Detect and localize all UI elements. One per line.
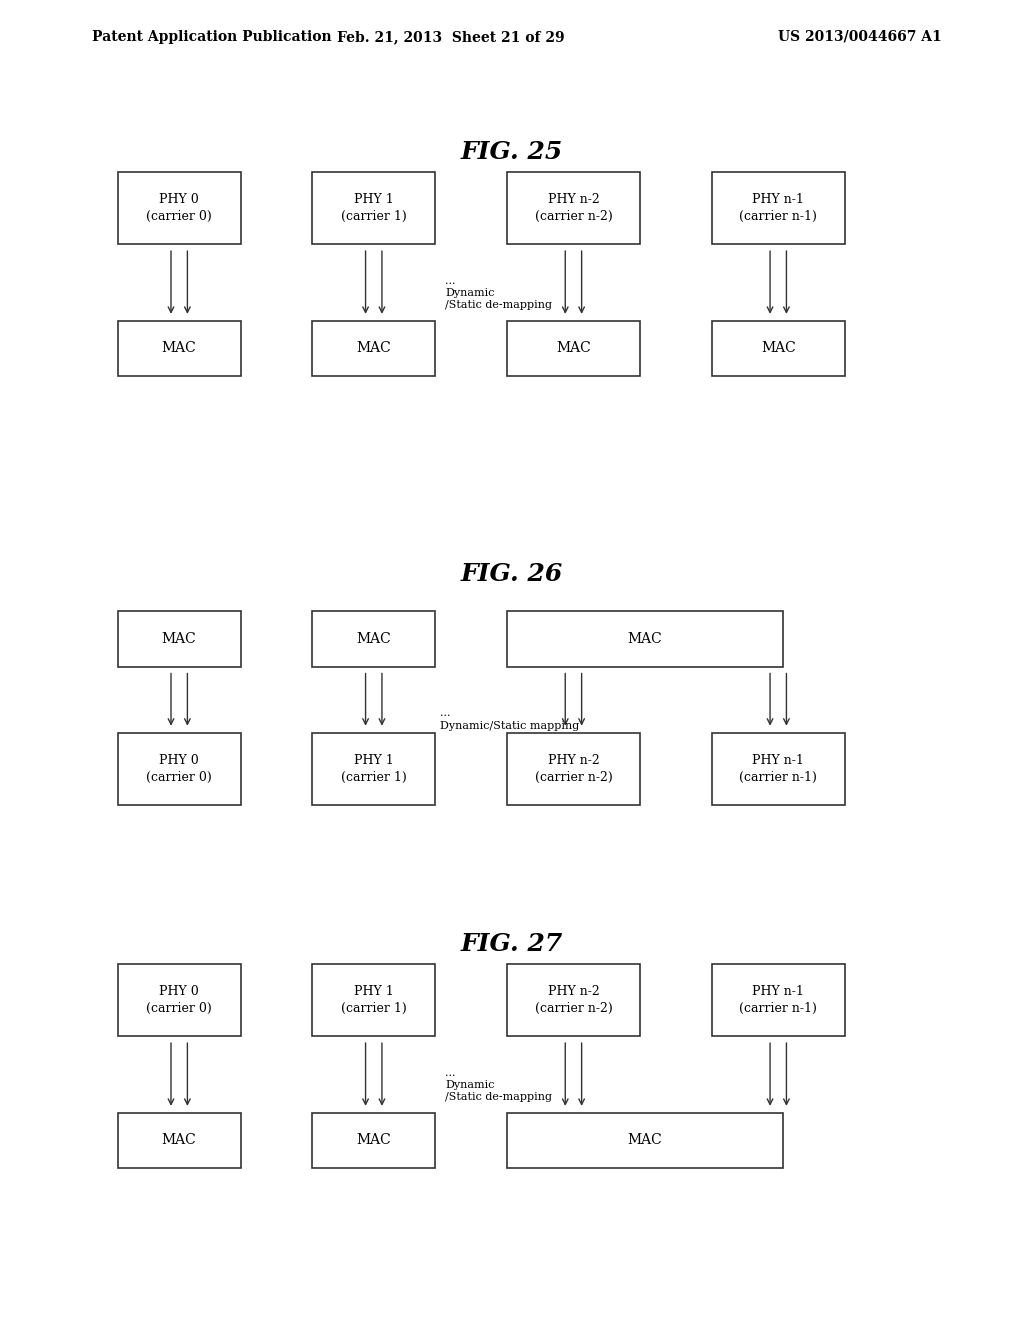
FancyBboxPatch shape [118,733,241,805]
FancyBboxPatch shape [712,733,845,805]
FancyBboxPatch shape [507,1113,783,1168]
Text: FIG. 26: FIG. 26 [461,562,563,586]
Text: MAC: MAC [356,342,391,355]
Text: MAC: MAC [761,342,796,355]
Text: PHY n-2
(carrier n-2): PHY n-2 (carrier n-2) [535,985,612,1015]
FancyBboxPatch shape [312,964,435,1036]
Text: MAC: MAC [356,1134,391,1147]
FancyBboxPatch shape [712,964,845,1036]
Text: MAC: MAC [556,342,591,355]
FancyBboxPatch shape [712,172,845,244]
FancyBboxPatch shape [507,964,640,1036]
Text: PHY n-1
(carrier n-1): PHY n-1 (carrier n-1) [739,754,817,784]
FancyBboxPatch shape [118,321,241,376]
FancyBboxPatch shape [312,172,435,244]
Text: ...
Dynamic/Static mapping: ... Dynamic/Static mapping [440,709,580,730]
Text: FIG. 27: FIG. 27 [461,932,563,956]
Text: PHY 0
(carrier 0): PHY 0 (carrier 0) [146,193,212,223]
Text: ...
Dynamic
/Static de-mapping: ... Dynamic /Static de-mapping [445,276,552,310]
Text: PHY 1
(carrier 1): PHY 1 (carrier 1) [341,754,407,784]
FancyBboxPatch shape [312,321,435,376]
Text: PHY 0
(carrier 0): PHY 0 (carrier 0) [146,754,212,784]
FancyBboxPatch shape [507,611,783,667]
Text: ...
Dynamic
/Static de-mapping: ... Dynamic /Static de-mapping [445,1068,552,1102]
Text: US 2013/0044667 A1: US 2013/0044667 A1 [778,30,942,44]
Text: PHY n-1
(carrier n-1): PHY n-1 (carrier n-1) [739,193,817,223]
Text: PHY n-2
(carrier n-2): PHY n-2 (carrier n-2) [535,193,612,223]
FancyBboxPatch shape [312,733,435,805]
FancyBboxPatch shape [507,172,640,244]
Text: MAC: MAC [628,1134,663,1147]
Text: PHY 1
(carrier 1): PHY 1 (carrier 1) [341,985,407,1015]
FancyBboxPatch shape [507,321,640,376]
Text: MAC: MAC [162,632,197,645]
FancyBboxPatch shape [507,733,640,805]
Text: PHY 1
(carrier 1): PHY 1 (carrier 1) [341,193,407,223]
Text: MAC: MAC [628,632,663,645]
FancyBboxPatch shape [118,1113,241,1168]
Text: PHY n-1
(carrier n-1): PHY n-1 (carrier n-1) [739,985,817,1015]
Text: Feb. 21, 2013  Sheet 21 of 29: Feb. 21, 2013 Sheet 21 of 29 [337,30,564,44]
Text: MAC: MAC [162,1134,197,1147]
Text: PHY 0
(carrier 0): PHY 0 (carrier 0) [146,985,212,1015]
FancyBboxPatch shape [312,611,435,667]
Text: Patent Application Publication: Patent Application Publication [92,30,332,44]
Text: MAC: MAC [162,342,197,355]
Text: PHY n-2
(carrier n-2): PHY n-2 (carrier n-2) [535,754,612,784]
Text: MAC: MAC [356,632,391,645]
FancyBboxPatch shape [118,172,241,244]
FancyBboxPatch shape [118,964,241,1036]
FancyBboxPatch shape [312,1113,435,1168]
FancyBboxPatch shape [118,611,241,667]
Text: FIG. 25: FIG. 25 [461,140,563,164]
FancyBboxPatch shape [712,321,845,376]
